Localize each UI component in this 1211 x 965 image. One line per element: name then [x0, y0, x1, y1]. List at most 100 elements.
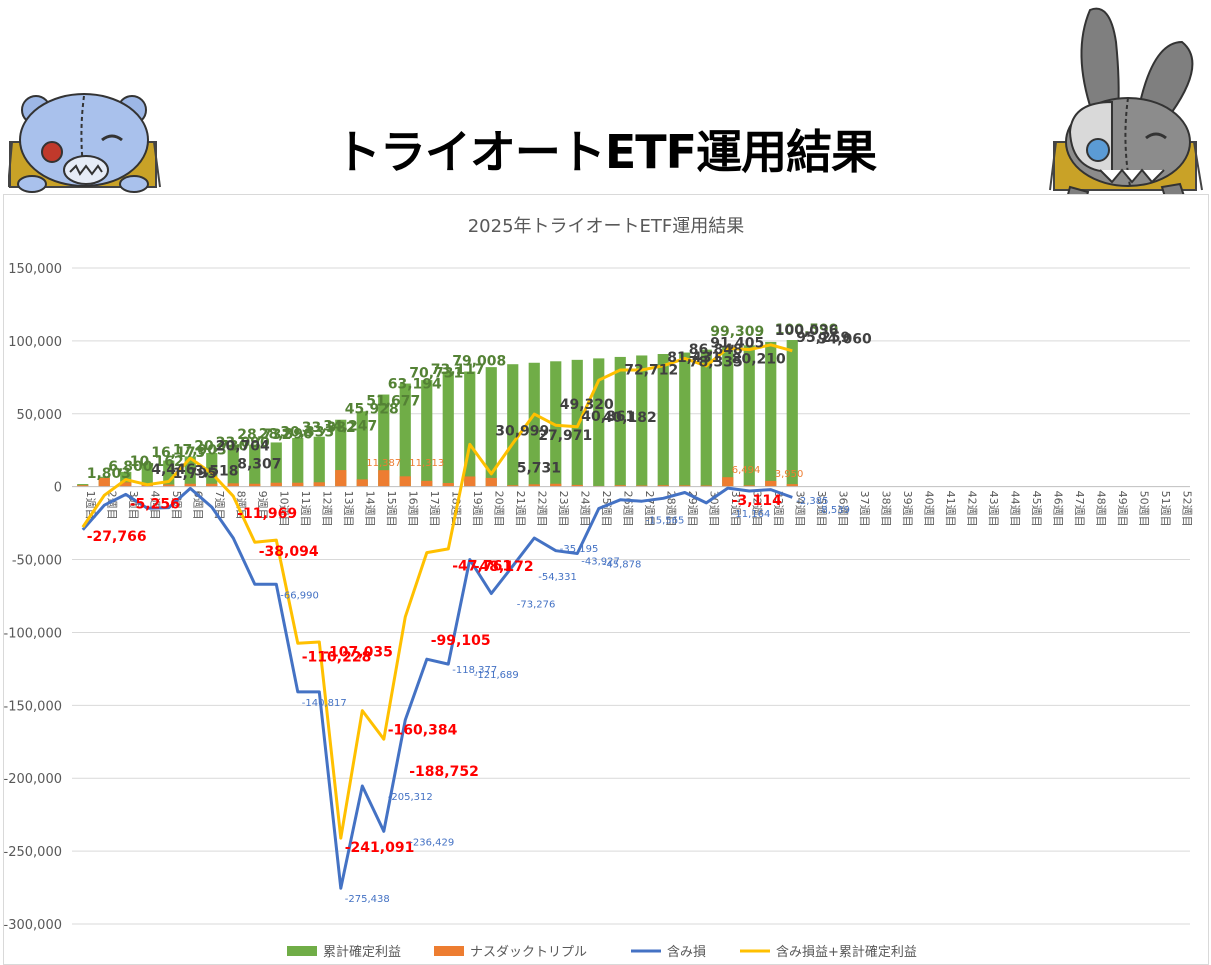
- data-label: 4,446: [151, 462, 195, 478]
- data-label: 3,950: [775, 469, 804, 480]
- bar-confirmed-profit: [163, 460, 175, 487]
- x-tick-label: 15週目: [385, 491, 398, 527]
- x-tick-label: 29週目: [686, 491, 699, 527]
- data-label: 30,333: [280, 424, 334, 440]
- data-label: 1,795: [173, 466, 217, 482]
- bar-confirmed-profit: [356, 411, 368, 487]
- data-label: 11,313: [409, 458, 444, 469]
- x-tick-label: 32週目: [750, 491, 763, 527]
- bar-nasdaq-triple: [270, 482, 282, 487]
- bar-nasdaq-triple: [184, 483, 196, 487]
- data-label: 51,677: [366, 393, 420, 409]
- bar-confirmed-profit: [292, 438, 304, 487]
- bar-confirmed-profit: [206, 453, 218, 487]
- chart-area: 2025年トライオートETF運用結果 150,000 100,000 50,000 0 -…: [3, 194, 1209, 965]
- rabbit-mascot-icon: [1049, 7, 1203, 224]
- bar-confirmed-profit: [679, 352, 691, 487]
- data-label: 79,008: [452, 353, 506, 369]
- data-label: 99,309: [710, 324, 764, 340]
- bar-nasdaq-triple: [163, 484, 175, 487]
- data-label: -15,565: [646, 515, 685, 526]
- bar-confirmed-profit: [249, 444, 261, 487]
- bar-nasdaq-triple: [485, 477, 497, 487]
- x-tick-label: 50週目: [1137, 491, 1150, 527]
- data-label: 33,382: [302, 420, 356, 436]
- legend-label: 含み損益+累計確定利益: [776, 944, 917, 960]
- legend-swatch: [434, 946, 464, 956]
- bar-confirmed-profit: [184, 456, 196, 487]
- y-tick-label: -200,000: [4, 772, 62, 787]
- bar-nasdaq-triple: [399, 476, 411, 487]
- data-label: -188,752: [409, 764, 479, 780]
- x-tick-label: 41週目: [944, 491, 957, 527]
- x-tick-label: 40週目: [922, 491, 935, 527]
- bar-confirmed-profit: [141, 463, 153, 487]
- bar-confirmed-profit: [485, 367, 497, 487]
- page-title: トライオートETF運用結果: [334, 125, 877, 179]
- data-label: 23,090: [216, 435, 270, 451]
- x-tick-label: 21週目: [514, 491, 527, 527]
- x-tick-label: 51週目: [1159, 491, 1172, 527]
- data-label: 27,971: [538, 428, 592, 444]
- data-label: 3,518: [194, 464, 238, 480]
- line-unrealized-plus-confirmed: [81, 343, 793, 840]
- y-tick-label: 100,000: [8, 335, 62, 350]
- bar-confirmed-profit: [593, 358, 605, 487]
- legend-label: 含み損: [667, 944, 706, 960]
- data-label: -35,195: [560, 544, 599, 555]
- data-label: -48,172: [474, 559, 534, 575]
- bar-confirmed-profit: [700, 349, 712, 487]
- data-label: -275,438: [345, 894, 390, 905]
- bar-confirmed-profit: [464, 371, 476, 487]
- x-tick-label: 8週目: [234, 491, 247, 520]
- bar-nasdaq-triple: [550, 483, 562, 487]
- data-label: 40,861: [581, 409, 635, 425]
- bar-confirmed-profit: [421, 380, 433, 487]
- data-label: -11,164: [732, 509, 771, 520]
- data-label: 30,999: [495, 423, 549, 439]
- bar-confirmed-profit: [378, 394, 390, 487]
- data-label: -8,539: [818, 505, 850, 516]
- bar-nasdaq-triple: [786, 484, 798, 487]
- data-label: 6,494: [732, 465, 761, 476]
- x-tick-label: 44週目: [1008, 491, 1021, 527]
- chart-title: 2025年トライオートETF運用結果: [468, 216, 745, 237]
- bar-nasdaq-triple: [378, 470, 390, 487]
- bar-nasdaq-triple: [528, 484, 540, 487]
- data-label: 28,732: [237, 427, 291, 443]
- bar-confirmed-profit: [743, 345, 755, 487]
- x-tick-label: 31週目: [729, 491, 742, 527]
- data-label: 80,210: [732, 352, 786, 368]
- x-tick-label: 12週目: [320, 491, 333, 527]
- x-tick-label: 2週目: [105, 491, 118, 520]
- x-tick-label: 23週目: [557, 491, 570, 527]
- x-tick-label: 52週目: [1180, 491, 1193, 527]
- bar-nasdaq-triple: [464, 476, 476, 487]
- data-label: -66,990: [280, 590, 319, 601]
- bar-nasdaq-triple: [421, 480, 433, 487]
- data-label: 70,731: [409, 366, 463, 382]
- bar-confirmed-profit: [270, 442, 282, 487]
- bar-confirmed-profit: [657, 354, 669, 487]
- y-tick-label: 50,000: [17, 408, 63, 423]
- data-label: -2,385: [796, 496, 828, 507]
- data-label: 16,173: [151, 445, 205, 461]
- bar-nasdaq-triple: [356, 479, 368, 487]
- x-tick-label: 48週目: [1094, 491, 1107, 527]
- bar-nasdaq-triple: [292, 482, 304, 487]
- x-tick-label: 38週目: [879, 491, 892, 527]
- x-tick-label: 39週目: [901, 491, 914, 527]
- bar-nasdaq-triple: [507, 485, 519, 487]
- data-label: -160,384: [388, 722, 458, 738]
- data-label: -121,689: [474, 670, 519, 681]
- legend-label: 累計確定利益: [323, 944, 401, 960]
- y-tick-label: 150,000: [8, 262, 62, 277]
- x-tick-label: 13週目: [342, 491, 355, 527]
- y-tick-label: -150,000: [4, 699, 62, 714]
- bar-nasdaq-triple: [206, 483, 218, 487]
- bar-confirmed-profit: [227, 444, 239, 487]
- data-label: -11,969: [237, 506, 297, 522]
- data-label: 78,335: [689, 354, 743, 370]
- x-tick-label: 26週目: [621, 491, 634, 527]
- x-tick-label: 24週目: [578, 491, 591, 527]
